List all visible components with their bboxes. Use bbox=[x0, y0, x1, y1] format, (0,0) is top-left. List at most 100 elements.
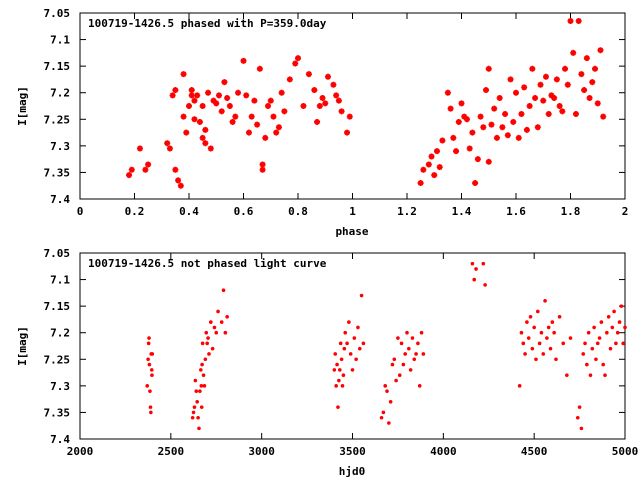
phased-plot-data-point bbox=[502, 110, 509, 117]
phased-plot-data-point bbox=[556, 103, 563, 109]
light-curve-data-point bbox=[408, 368, 413, 372]
phased-plot-data-point bbox=[278, 89, 285, 96]
phased-plot-data-point bbox=[553, 76, 560, 83]
light-curve-data-point bbox=[396, 336, 400, 340]
phased-plot-xtick-label: 0 bbox=[77, 205, 84, 218]
phased-plot-ytick-label: 7.2 bbox=[50, 87, 70, 100]
phased-plot-data-point bbox=[292, 60, 299, 67]
light-curve-data-point bbox=[545, 336, 549, 340]
light-curve-data-point bbox=[334, 384, 338, 388]
light-curve-data-point bbox=[203, 357, 208, 362]
phased-plot-data-point bbox=[180, 113, 187, 120]
phased-plot-data-point bbox=[188, 87, 195, 94]
phased-plot-data-point bbox=[251, 97, 258, 104]
phased-plot-data-point bbox=[333, 92, 340, 99]
light-curve-data-point bbox=[347, 320, 351, 324]
phased-plot-xtick-label: 1.8 bbox=[561, 205, 581, 218]
phased-plot-ytick-label: 7.35 bbox=[44, 166, 71, 179]
phased-plot-data-point bbox=[575, 17, 582, 24]
phased-plot-data-point bbox=[265, 103, 272, 109]
phased-plot-data-point bbox=[586, 95, 593, 102]
phased-plot-data-point bbox=[488, 121, 495, 128]
light-curve-data-point bbox=[481, 261, 486, 266]
phased-plot-data-point bbox=[245, 129, 252, 136]
phased-plot-data-point bbox=[191, 97, 198, 104]
phased-plot-data-point bbox=[496, 95, 503, 102]
phased-plot-data-point bbox=[447, 105, 454, 112]
light-curve-ytick-label: 7.35 bbox=[44, 406, 71, 419]
phased-plot-data-point bbox=[592, 65, 599, 72]
light-curve-ytick-label: 7.1 bbox=[50, 274, 70, 287]
light-curve-data-point bbox=[392, 357, 397, 362]
phased-plot-data-point bbox=[262, 134, 269, 141]
light-curve-data-point bbox=[200, 341, 205, 346]
light-curve-data-point bbox=[592, 325, 596, 330]
phased-plot-data-point bbox=[224, 95, 231, 102]
light-curve-data-point bbox=[541, 352, 546, 356]
phased-plot-data-point bbox=[126, 172, 133, 179]
phased-plot-data-point bbox=[436, 164, 443, 171]
light-curve-data-point bbox=[401, 362, 406, 367]
phased-plot-data-point bbox=[273, 129, 280, 136]
light-curve-data-point bbox=[146, 357, 150, 362]
phased-plot-data-point bbox=[551, 95, 558, 102]
light-curve-data-point bbox=[617, 320, 622, 324]
light-curve-data-point bbox=[383, 384, 388, 388]
light-curve-data-point bbox=[519, 330, 524, 335]
light-curve-data-point bbox=[614, 341, 618, 346]
light-curve-data-point bbox=[586, 330, 591, 335]
light-curve-data-point bbox=[521, 341, 526, 346]
light-curve-xtick-label: 2000 bbox=[67, 445, 94, 458]
phased-plot-ticks: 0 0.2 0.4 0.6 0.8 1 1.2 1.4 1.6 1.8 2 7.05 7.1 7.15 7.… bbox=[44, 7, 629, 218]
phased-plot-xtick-label: 1.6 bbox=[506, 205, 526, 218]
phased-plot-data-point bbox=[322, 100, 329, 107]
phased-plot-data-point bbox=[507, 76, 514, 83]
phased-plot-data-point bbox=[172, 166, 179, 173]
phased-plot-data-point bbox=[172, 87, 179, 94]
phased-plot-data-point bbox=[491, 105, 498, 112]
phased-plot-data-point bbox=[344, 129, 351, 136]
phased-plot-ytick-label: 7.05 bbox=[44, 7, 71, 20]
light-curve-data-point bbox=[147, 336, 151, 340]
phased-plot-data-point bbox=[428, 153, 435, 160]
light-curve-data-point bbox=[205, 341, 209, 346]
light-curve-data-point bbox=[148, 389, 152, 393]
light-curve-data-point bbox=[543, 299, 547, 303]
light-curve-data-point bbox=[537, 341, 542, 346]
phased-plot-data-point bbox=[259, 166, 266, 173]
light-curve-data-point bbox=[397, 373, 402, 378]
light-curve-data-point bbox=[470, 261, 475, 266]
light-curve-data-point bbox=[341, 373, 346, 378]
phased-plot-frame bbox=[79, 12, 626, 200]
light-curve-data-point bbox=[597, 336, 602, 340]
phased-plot-data-point bbox=[583, 55, 590, 62]
light-curve-xtick-label: 4500 bbox=[521, 445, 548, 458]
light-curve-data-point bbox=[357, 346, 362, 351]
light-curve-data-point bbox=[223, 330, 228, 335]
phased-plot-data-point bbox=[205, 89, 212, 96]
light-curve-data-point bbox=[210, 346, 215, 351]
phased-plot-xlabel: phase bbox=[335, 225, 368, 238]
phased-plot-data-point bbox=[458, 100, 465, 107]
phased-plot-data-point bbox=[218, 108, 225, 115]
phased-plot-data-point bbox=[559, 108, 566, 115]
phased-plot-data-point bbox=[567, 17, 574, 24]
light-curve-data-point bbox=[612, 309, 616, 314]
phased-plot-data-point bbox=[420, 166, 427, 173]
phased-plot-data-point bbox=[221, 79, 228, 86]
phased-plot-data-point bbox=[534, 124, 541, 131]
light-curve-data-point bbox=[610, 325, 615, 330]
light-curve-data-point bbox=[474, 267, 478, 271]
light-curve-xtick-label: 5000 bbox=[612, 445, 639, 458]
light-curve-data-point bbox=[221, 288, 226, 293]
light-curve-data-point bbox=[595, 341, 600, 346]
light-curve-data-point bbox=[191, 410, 196, 415]
light-curve-data-point bbox=[338, 341, 343, 346]
light-curve-ytick-label: 7.4 bbox=[50, 433, 70, 446]
light-curve-data-point bbox=[412, 357, 417, 362]
phased-plot-data-point bbox=[229, 118, 236, 125]
phased-plot-data-point bbox=[232, 113, 239, 120]
light-curve-data-point bbox=[621, 341, 625, 346]
light-curve-data-point bbox=[407, 346, 411, 351]
